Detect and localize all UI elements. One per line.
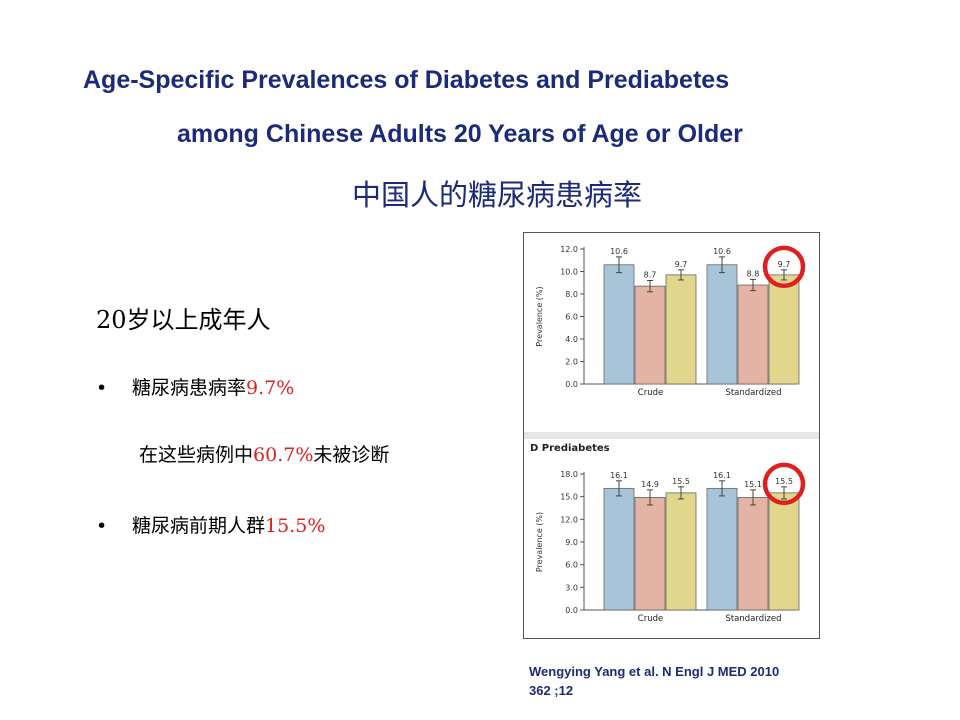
y-tick-label: 15.0 <box>560 493 578 502</box>
bullet-diabetes: • 糖尿病患病率 9.7% <box>96 373 389 400</box>
y-tick-label: 6.0 <box>565 561 578 570</box>
citation-line-2: 362 ;12 <box>529 683 574 698</box>
category-label: Crude <box>638 614 663 624</box>
highlight-circle <box>762 245 806 289</box>
category-label: Crude <box>638 388 663 398</box>
bullet-label: 糖尿病患病率 <box>132 377 247 399</box>
chinese-title: 中国人的糖尿病患病率 <box>351 178 642 212</box>
highlight-circle <box>762 462 806 506</box>
chart-figure: Prevalence (%) 0.0 2.0 4.0 6.0 8.0 10.0 12.0 10.… <box>523 232 820 639</box>
y-tick-label: 8.0 <box>565 290 578 299</box>
bar <box>634 497 666 611</box>
y-tick-label: 4.0 <box>565 335 578 344</box>
y-tick-label: 18.0 <box>560 470 578 479</box>
bar <box>665 492 697 611</box>
panel-label: D Prediabetes <box>530 443 610 454</box>
data-label: 14.9 <box>641 480 659 489</box>
bullet-label: 糖尿病前期人群 <box>132 515 266 537</box>
data-label: 10.6 <box>610 247 628 256</box>
data-label: 9.7 <box>778 260 791 269</box>
bar <box>768 274 800 385</box>
y-tick-label: 12.0 <box>560 515 578 524</box>
y-axis-label: Prevalence (%) <box>535 286 544 346</box>
category-label: Standardized <box>725 614 781 624</box>
undiagnosed-value: 60.7% <box>253 444 314 466</box>
data-label: 15.1 <box>744 480 762 489</box>
bullet-dot: • <box>96 515 108 537</box>
data-label: 15.5 <box>672 477 690 486</box>
chart-svg: Prevalence (%) 0.0 2.0 4.0 6.0 8.0 10.0 12.0 10.… <box>524 245 819 624</box>
bar <box>665 274 697 385</box>
title-line-1: Age-Specific Prevalences of Diabetes and… <box>83 66 730 94</box>
citation: Wengying Yang et al. N Engl J MED 2010 3… <box>529 662 779 700</box>
y-tick-label: 2.0 <box>565 358 578 367</box>
bar <box>706 487 738 611</box>
y-tick-label: 10.0 <box>560 268 578 277</box>
undiagnosed-label-after: 未被诊断 <box>313 444 390 466</box>
title-line-2: among Chinese Adults 20 Years of Age or … <box>177 120 743 148</box>
bullet-heading: 20岁以上成年人 <box>96 306 271 334</box>
y-tick-label: 0.0 <box>565 606 578 615</box>
data-label: 8.7 <box>644 271 657 280</box>
bar <box>603 264 635 385</box>
data-label: 15.5 <box>775 477 793 486</box>
y-tick-label: 6.0 <box>565 313 578 322</box>
data-label: 8.8 <box>747 269 760 278</box>
bar <box>634 285 666 385</box>
y-tick-label: 9.0 <box>565 538 578 547</box>
bullet-list: 20岁以上成年人 • 糖尿病患病率 9.7% 在这些病例中60.7%未被诊断 • … <box>96 300 389 538</box>
undiagnosed-line: 在这些病例中60.7%未被诊断 <box>96 440 389 467</box>
bar <box>737 284 769 385</box>
bullet-value: 15.5% <box>265 515 326 537</box>
data-label: 16.1 <box>610 471 628 480</box>
bar <box>768 492 800 611</box>
bar <box>706 264 738 385</box>
bar <box>603 487 635 611</box>
citation-line-1: Wengying Yang et al. N Engl J MED 2010 <box>529 664 780 679</box>
data-label: 9.7 <box>675 260 688 269</box>
bullet-dot: • <box>96 377 108 399</box>
y-axis-label: Prevalence (%) <box>535 512 544 572</box>
bar <box>737 497 769 611</box>
bullet-value: 9.7% <box>246 377 295 399</box>
category-label: Standardized <box>725 388 781 398</box>
y-tick-label: 3.0 <box>565 583 578 592</box>
undiagnosed-label-before: 在这些病例中 <box>139 444 254 466</box>
data-label: 16.1 <box>713 471 731 480</box>
y-tick-label: 0.0 <box>565 380 578 389</box>
panel-separator <box>524 432 819 439</box>
bullet-prediabetes: • 糖尿病前期人群 15.5% <box>96 511 389 538</box>
y-tick-label: 12.0 <box>560 245 578 254</box>
data-label: 10.6 <box>713 247 731 256</box>
